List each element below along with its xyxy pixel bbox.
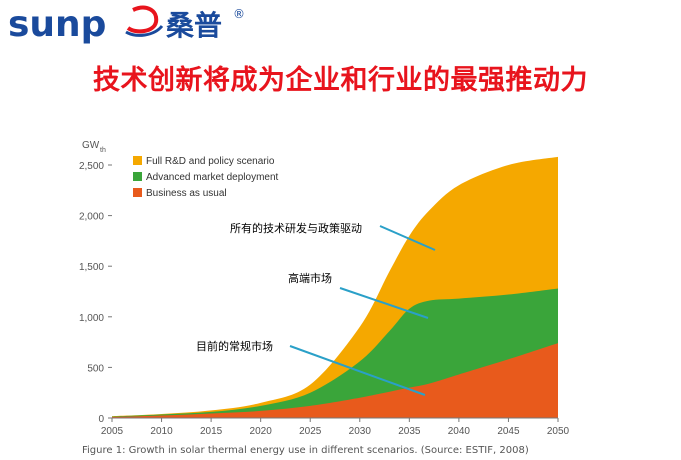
legend-label: Advanced market deployment xyxy=(146,172,279,183)
annotation-label: 高端市场 xyxy=(288,271,332,285)
legend-label: Full R&D and policy scenario xyxy=(146,156,275,167)
annotation-leader-line xyxy=(339,287,429,319)
annotation-label: 所有的技术研发与政策驱动 xyxy=(230,221,362,235)
legend-swatch xyxy=(133,156,142,165)
x-tick-label: 2020 xyxy=(250,426,273,437)
annotation-label: 目前的常规市场 xyxy=(196,339,273,353)
legend-label: Business as usual xyxy=(146,188,227,199)
page-title: 技术创新将成为企业和行业的最强推动力 xyxy=(93,65,588,96)
figure-caption: Figure 1: Growth in solar thermal energy… xyxy=(82,445,529,456)
y-tick-label: 2,500 xyxy=(79,161,104,172)
legend-swatch xyxy=(133,172,142,181)
annotation-leader-line xyxy=(289,345,426,396)
y-tick-label: 0 xyxy=(98,414,104,425)
brand-logo: sunp 桑普 ® xyxy=(6,2,246,45)
y-tick-label: 1,500 xyxy=(79,262,104,273)
y-axis-label: GW xyxy=(82,140,100,151)
brand-swoosh-icon xyxy=(125,5,164,37)
x-tick-label: 2050 xyxy=(547,426,570,437)
registered-mark: ® xyxy=(233,7,245,21)
series-area-business-as-usual xyxy=(112,343,558,418)
x-tick-label: 2015 xyxy=(200,426,223,437)
brand-cn-text: 桑普 xyxy=(166,9,222,42)
x-tick-label: 2040 xyxy=(448,426,471,437)
x-tick-label: 2005 xyxy=(101,426,124,437)
y-tick-label: 500 xyxy=(87,363,104,374)
y-axis-label-sub: th xyxy=(100,147,106,154)
x-tick-label: 2025 xyxy=(299,426,322,437)
x-tick-label: 2010 xyxy=(150,426,173,437)
x-tick-label: 2030 xyxy=(349,426,372,437)
y-tick-label: 1,000 xyxy=(79,313,104,324)
x-tick-label: 2045 xyxy=(497,426,520,437)
annotation-leader-line xyxy=(379,225,436,251)
brand-latin-text: sunp xyxy=(8,4,106,44)
legend-swatch xyxy=(133,188,142,197)
x-tick-label: 2035 xyxy=(398,426,421,437)
y-tick-label: 2,000 xyxy=(79,212,104,223)
